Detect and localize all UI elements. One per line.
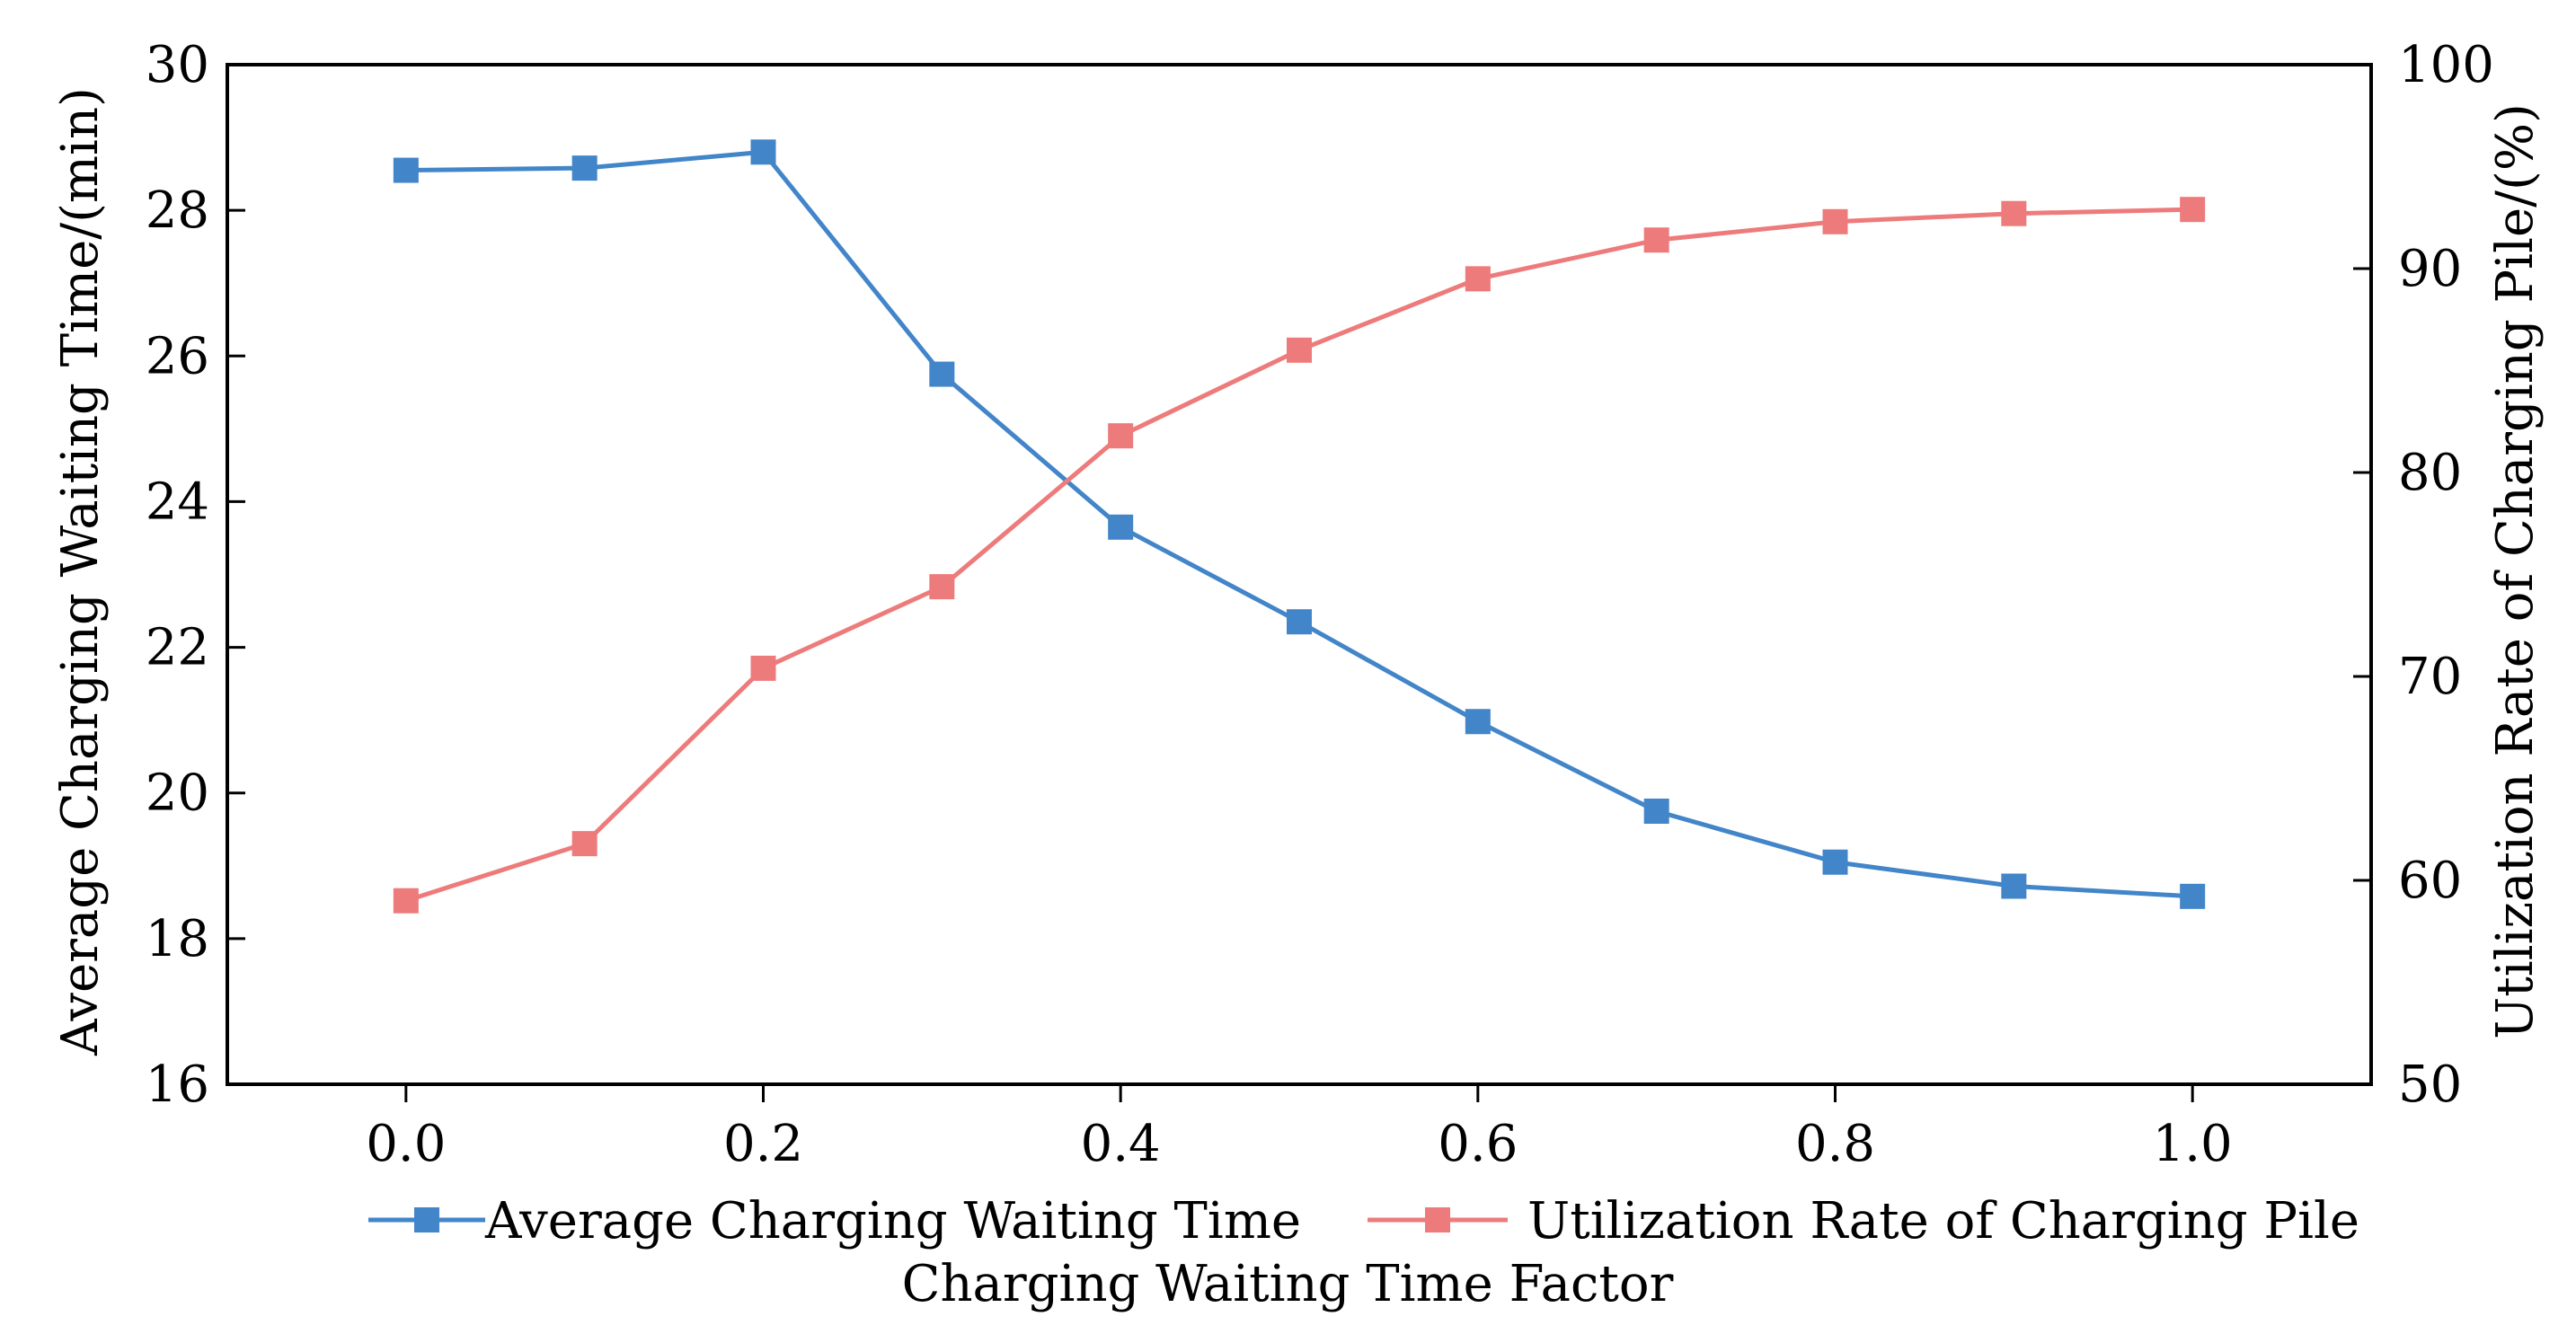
series-0-point xyxy=(2180,883,2206,909)
series-1-point xyxy=(929,574,955,600)
series-1-point xyxy=(1465,266,1491,292)
legend: Average Charging Waiting Time Utilization… xyxy=(368,1192,2359,1250)
series-1-point xyxy=(393,888,419,914)
series-1-point xyxy=(1287,337,1312,363)
legend-marker-1 xyxy=(1425,1207,1450,1232)
x-axis-title: Charging Waiting Time Factor xyxy=(902,1255,1674,1313)
x-tick-label: 0.0 xyxy=(366,1115,446,1173)
legend-marker-0 xyxy=(414,1207,439,1232)
x-tick-label: 0.8 xyxy=(1795,1115,1875,1173)
legend-label-1: Utilization Rate of Charging Pile xyxy=(1527,1192,2359,1250)
series-0-point xyxy=(1465,709,1491,735)
y2-tick-label: 60 xyxy=(2398,852,2462,910)
series-1-point xyxy=(1108,423,1134,449)
y2-tick-label: 80 xyxy=(2398,444,2462,502)
series-0-point xyxy=(1108,514,1134,540)
y2-tick-label: 100 xyxy=(2398,36,2494,94)
series-1-point xyxy=(750,655,776,681)
y-tick-label: 22 xyxy=(146,619,209,677)
x-tick-label: 1.0 xyxy=(2153,1115,2233,1173)
axes-layer: 0.0 0.2 0.4 0.6 0.8 1.0 16 18 20 22 24 26 28 30 50 60 70… xyxy=(146,36,2494,1173)
series-0-point xyxy=(1643,798,1669,824)
x-tick-label: 0.4 xyxy=(1081,1115,1161,1173)
series-1-point xyxy=(2180,197,2206,223)
series-0-point xyxy=(2001,873,2027,899)
y2-tick-label: 90 xyxy=(2398,240,2462,298)
series-line-1 xyxy=(405,207,2193,904)
series-0-point xyxy=(393,157,419,183)
y-tick-label: 18 xyxy=(146,910,209,968)
y2-tick-label: 50 xyxy=(2398,1056,2462,1114)
series-1-point xyxy=(571,831,598,857)
y-tick-label: 20 xyxy=(146,764,209,823)
y-tick-label: 16 xyxy=(146,1056,209,1114)
y-axis-title: Average Charging Waiting Time/(min) xyxy=(51,87,110,1056)
series-1-point xyxy=(2001,200,2027,226)
series-layer xyxy=(393,139,2206,914)
series-1-point xyxy=(1822,208,1848,234)
series-0-point xyxy=(750,139,776,165)
labels-layer: Average Charging Waiting Time/(min) Util… xyxy=(51,87,2545,1313)
series-0-point xyxy=(1822,849,1848,875)
series-0-point xyxy=(1287,609,1312,635)
y-tick-label: 24 xyxy=(146,473,209,531)
y2-axis-title: Utilization Rate of Charging Pile/(%) xyxy=(2486,103,2545,1039)
y-tick-label: 30 xyxy=(146,36,209,94)
x-tick-label: 0.2 xyxy=(723,1115,803,1173)
y-tick-label: 26 xyxy=(146,327,209,385)
plot-frame xyxy=(226,63,2373,1086)
series-0-point xyxy=(571,155,598,181)
y2-tick-label: 70 xyxy=(2398,648,2462,706)
x-tick-label: 0.6 xyxy=(1438,1115,1518,1173)
series-0-point xyxy=(929,361,955,387)
series-1-point xyxy=(1643,227,1669,253)
legend-label-0: Average Charging Waiting Time xyxy=(484,1192,1301,1250)
series-line-0 xyxy=(405,149,2193,899)
y-tick-label: 28 xyxy=(146,181,209,240)
